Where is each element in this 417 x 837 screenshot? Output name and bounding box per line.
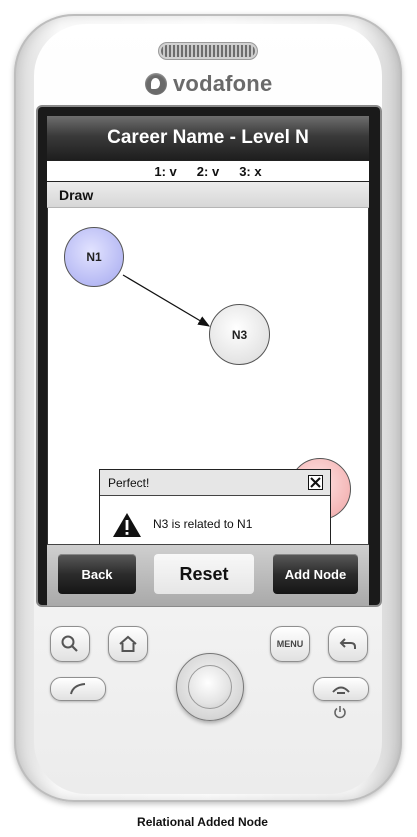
dialog-title: Perfect! <box>108 476 150 490</box>
edge-layer <box>122 274 211 327</box>
search-key[interactable] <box>50 626 90 662</box>
vodafone-logo-icon <box>145 73 167 95</box>
bottom-toolbar: Back Reset Add Node <box>47 544 369 606</box>
draw-section-header: Draw <box>47 182 369 208</box>
graph-canvas[interactable]: N1 N3 Perfect! N3 is related to N1 <box>47 208 369 589</box>
end-call-key[interactable] <box>313 677 369 701</box>
power-icon <box>334 706 346 719</box>
back-button[interactable]: Back <box>58 554 136 594</box>
status-item-1: 1: v <box>154 163 177 179</box>
status-item-3: 3: x <box>239 163 262 179</box>
home-key[interactable] <box>108 626 148 662</box>
dialog-titlebar: Perfect! <box>100 470 330 496</box>
level-status-bar: 1: v 2: v 3: x <box>47 160 369 182</box>
menu-key[interactable]: MENU <box>270 626 310 662</box>
menu-key-label: MENU <box>276 639 304 649</box>
search-icon <box>61 635 78 652</box>
add-node-button[interactable]: Add Node <box>273 554 358 594</box>
home-icon <box>119 635 137 652</box>
call-key[interactable] <box>50 677 106 701</box>
reset-button[interactable]: Reset <box>154 554 254 594</box>
carrier-brand: vodafone <box>145 70 275 98</box>
graph-node-n1[interactable]: N1 <box>64 227 124 287</box>
image-caption: Relational Added Node <box>137 815 268 829</box>
close-x-glyph <box>310 477 321 488</box>
back-arrow-icon <box>339 638 356 649</box>
page-title: Career Name - Level N <box>47 116 369 160</box>
status-item-2: 2: v <box>196 163 220 179</box>
dialog-message: N3 is related to N1 <box>153 517 253 531</box>
warning-icon <box>113 513 141 537</box>
app-screen: Career Name - Level N 1: v 2: v 3: x Dra… <box>47 116 369 606</box>
close-icon[interactable] <box>308 475 323 490</box>
back-key[interactable] <box>328 626 368 662</box>
end-call-icon <box>332 686 350 694</box>
node-label: N3 <box>231 327 248 342</box>
trackball[interactable] <box>188 665 232 709</box>
edge-n1-n3 <box>122 274 211 327</box>
call-icon <box>70 683 86 695</box>
draw-section-label: Draw <box>59 187 94 203</box>
earpiece-speaker <box>161 45 255 57</box>
node-label: N1 <box>86 250 102 264</box>
carrier-name: vodafone <box>173 71 273 96</box>
graph-node-n3[interactable]: N3 <box>209 304 270 365</box>
